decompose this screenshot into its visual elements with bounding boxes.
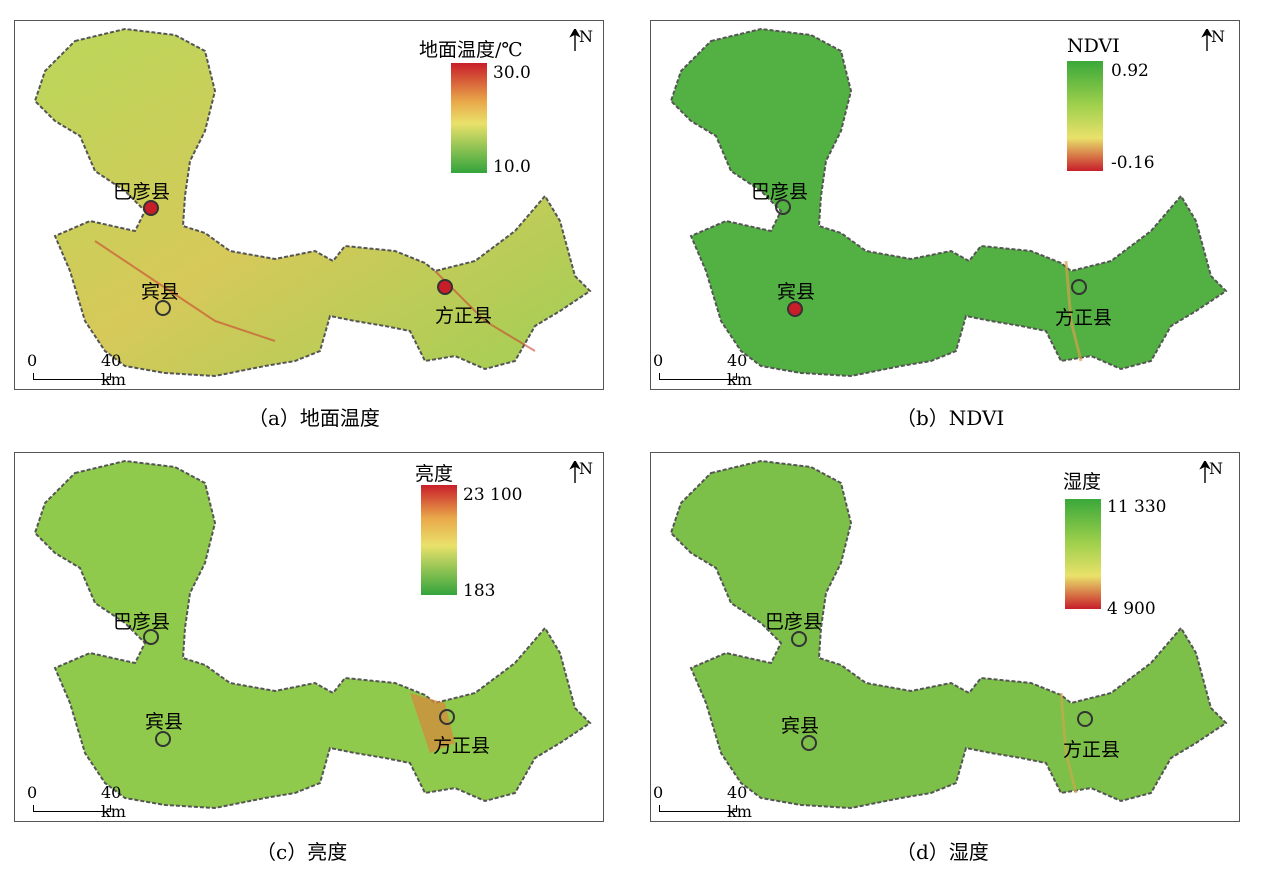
north-label: N <box>579 459 593 478</box>
city-label-fangzheng: 方正县 <box>433 735 491 757</box>
city-marker-fangzheng <box>439 709 455 725</box>
scale-bar: 0 40 km <box>27 351 137 389</box>
city-marker-binxian <box>155 731 171 747</box>
city-label-bayan: 巴彦县 <box>765 611 823 633</box>
scale-bar: 0 40 km <box>27 783 137 821</box>
legend-colorbar <box>1067 61 1103 171</box>
city-marker-binxian <box>155 300 171 316</box>
north-label: N <box>1209 459 1223 478</box>
scale-line <box>659 373 737 380</box>
scale-end-label: 40 km <box>101 351 126 389</box>
legend-max-value: 11 330 <box>1107 497 1167 517</box>
city-label-binxian: 宾县 <box>777 281 816 303</box>
city-marker-fangzheng <box>437 279 453 295</box>
scale-line <box>659 805 737 812</box>
legend-max-value: 23 100 <box>463 485 523 505</box>
region-map <box>669 27 1228 378</box>
city-label-binxian: 宾县 <box>781 715 820 737</box>
map-panel-wetness: 湿度 11 330 4 900 N 巴彦县 宾县 方正县 0 40 km <box>650 452 1240 822</box>
city-marker-bayan <box>775 199 791 215</box>
legend-colorbar <box>451 63 487 173</box>
north-arrow-icon <box>1201 29 1213 51</box>
city-marker-binxian <box>787 301 803 317</box>
map-panel-brightness: 亮度 23 100 183 N 巴彦县 宾县 方正县 0 40 km <box>14 452 604 822</box>
north-label: N <box>579 27 593 46</box>
city-marker-fangzheng <box>1071 279 1087 295</box>
city-label-bayan: 巴彦县 <box>751 181 809 203</box>
legend-title: NDVI <box>1067 35 1120 57</box>
city-marker-binxian <box>801 735 817 751</box>
legend-colorbar <box>1065 499 1101 609</box>
scale-end-label: 40 km <box>727 351 752 389</box>
legend-title: 湿度 <box>1063 471 1102 493</box>
caption-a: （a）地面温度 <box>248 406 380 430</box>
region-map <box>33 27 592 378</box>
scale-start-label: 0 <box>653 351 664 370</box>
caption-d: （d）湿度 <box>896 840 989 864</box>
scale-start-label: 0 <box>27 783 38 802</box>
legend-min-value: 10.0 <box>493 157 531 177</box>
scale-bar: 0 40 km <box>653 351 763 389</box>
scale-start-label: 0 <box>27 351 38 370</box>
scale-bar: 0 40 km <box>653 783 763 821</box>
legend-title: 亮度 <box>415 463 454 485</box>
city-label-binxian: 宾县 <box>141 281 180 303</box>
city-label-fangzheng: 方正县 <box>1055 307 1113 329</box>
scale-end-label: 40 km <box>101 783 126 821</box>
city-marker-bayan <box>791 631 807 647</box>
legend-min-value: 183 <box>463 581 496 601</box>
north-label: N <box>1211 27 1225 46</box>
legend-colorbar <box>421 485 457 595</box>
scale-line <box>33 805 111 812</box>
legend-max-value: 0.92 <box>1111 61 1149 81</box>
legend-max-value: 30.0 <box>493 63 531 83</box>
caption-b: （b）NDVI <box>896 406 1005 430</box>
region-map <box>33 459 592 810</box>
scale-line <box>33 373 111 380</box>
legend-title: 地面温度/℃ <box>419 39 523 61</box>
city-label-fangzheng: 方正县 <box>435 305 493 327</box>
region-map <box>669 459 1228 810</box>
city-marker-bayan <box>143 200 159 216</box>
scale-end-label: 40 km <box>727 783 752 821</box>
north-arrow-icon <box>1199 461 1211 483</box>
city-marker-fangzheng <box>1077 711 1093 727</box>
city-label-fangzheng: 方正县 <box>1063 739 1121 761</box>
city-label-bayan: 巴彦县 <box>113 181 171 203</box>
city-label-bayan: 巴彦县 <box>113 611 171 633</box>
north-arrow-icon <box>569 29 581 51</box>
north-arrow-icon <box>569 461 581 483</box>
caption-c: （c）亮度 <box>256 840 348 864</box>
map-panel-land-surface-temperature: 地面温度/℃ 30.0 10.0 N 巴彦县 宾县 方正县 0 40 km <box>14 20 604 390</box>
scale-start-label: 0 <box>653 783 664 802</box>
legend-min-value: 4 900 <box>1107 599 1156 619</box>
legend-min-value: -0.16 <box>1111 153 1155 173</box>
map-panel-ndvi: NDVI 0.92 -0.16 N 巴彦县 宾县 方正县 0 40 km <box>650 20 1240 390</box>
city-label-binxian: 宾县 <box>145 711 184 733</box>
city-marker-bayan <box>143 629 159 645</box>
